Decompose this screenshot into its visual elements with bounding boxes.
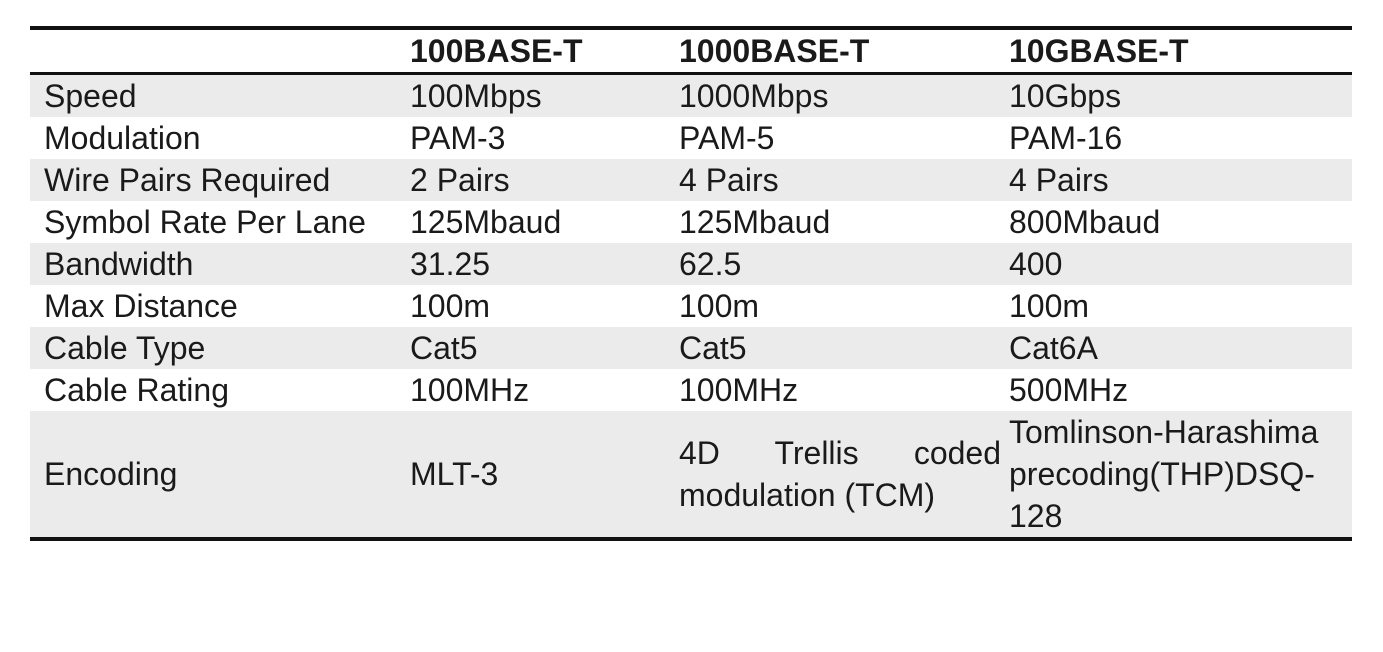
table-cell: MLT-3 xyxy=(410,456,499,492)
row-label: Wire Pairs Required xyxy=(44,162,331,198)
table-cell: PAM-3 xyxy=(410,120,506,156)
row-label: Symbol Rate Per Lane xyxy=(44,204,366,240)
row-label: Speed xyxy=(44,78,137,114)
table-row: Modulation PAM-3 PAM-5 PAM-16 xyxy=(30,117,1352,159)
ethernet-comparison-table: 100BASE-T 1000BASE-T 10GBASE-T Speed 100… xyxy=(30,26,1352,541)
table-cell: 62.5 xyxy=(679,246,742,282)
row-label: Max Distance xyxy=(44,288,238,324)
row-label: Encoding xyxy=(44,456,178,492)
table-cell: 100m xyxy=(410,288,491,324)
table-row: Bandwidth 31.25 62.5 400 xyxy=(30,243,1352,285)
table-row: Wire Pairs Required 2 Pairs 4 Pairs 4 Pa… xyxy=(30,159,1352,201)
table-cell: 100Mbps xyxy=(410,78,542,114)
row-label: Modulation xyxy=(44,120,201,156)
table-row: Symbol Rate Per Lane 125Mbaud 125Mbaud 8… xyxy=(30,201,1352,243)
table-cell: 100MHz xyxy=(679,372,799,408)
table-cell: 100m xyxy=(1009,288,1090,324)
header-cell-10gbase-t: 10GBASE-T xyxy=(1009,33,1189,69)
table-cell: Tomlinson-Harashima precoding(THP)DSQ-12… xyxy=(1009,414,1319,534)
table-row: Speed 100Mbps 1000Mbps 10Gbps xyxy=(30,73,1352,117)
header-cell-1000base-t: 1000BASE-T xyxy=(679,33,870,69)
table-cell: 100m xyxy=(679,288,760,324)
row-label: Bandwidth xyxy=(44,246,194,282)
table-body: Speed 100Mbps 1000Mbps 10Gbps Modulation… xyxy=(30,73,1352,539)
table-cell: Cat5 xyxy=(410,330,478,366)
table-cell: Cat6A xyxy=(1009,330,1098,366)
table-cell: PAM-5 xyxy=(679,120,775,156)
table-header: 100BASE-T 1000BASE-T 10GBASE-T xyxy=(30,28,1352,74)
table-cell: PAM-16 xyxy=(1009,120,1123,156)
table-cell: 2 Pairs xyxy=(410,162,510,198)
table-cell: 800Mbaud xyxy=(1009,204,1161,240)
table-cell: 500MHz xyxy=(1009,372,1129,408)
table-row: Cable Rating 100MHz 100MHz 500MHz xyxy=(30,369,1352,411)
table-cell: 4D Trellis coded modulation (TCM) xyxy=(679,435,1001,513)
table-cell: 125Mbaud xyxy=(410,204,562,240)
header-row: 100BASE-T 1000BASE-T 10GBASE-T xyxy=(30,28,1352,74)
row-label: Cable Type xyxy=(44,330,206,366)
table-cell: 100MHz xyxy=(410,372,530,408)
table-cell: 4 Pairs xyxy=(1009,162,1109,198)
table-cell: 125Mbaud xyxy=(679,204,831,240)
header-cell-empty xyxy=(30,28,405,74)
table-cell: 4 Pairs xyxy=(679,162,779,198)
table-cell: 400 xyxy=(1009,246,1063,282)
table-cell: Cat5 xyxy=(679,330,747,366)
table-row: Max Distance 100m 100m 100m xyxy=(30,285,1352,327)
comparison-table-container: 100BASE-T 1000BASE-T 10GBASE-T Speed 100… xyxy=(30,26,1352,541)
table-cell: 31.25 xyxy=(410,246,491,282)
header-cell-100base-t: 100BASE-T xyxy=(410,33,583,69)
table-cell: 1000Mbps xyxy=(679,78,829,114)
row-label: Cable Rating xyxy=(44,372,229,408)
table-row: Encoding MLT-3 4D Trellis coded modulati… xyxy=(30,411,1352,539)
table-cell: 10Gbps xyxy=(1009,78,1122,114)
table-row: Cable Type Cat5 Cat5 Cat6A xyxy=(30,327,1352,369)
